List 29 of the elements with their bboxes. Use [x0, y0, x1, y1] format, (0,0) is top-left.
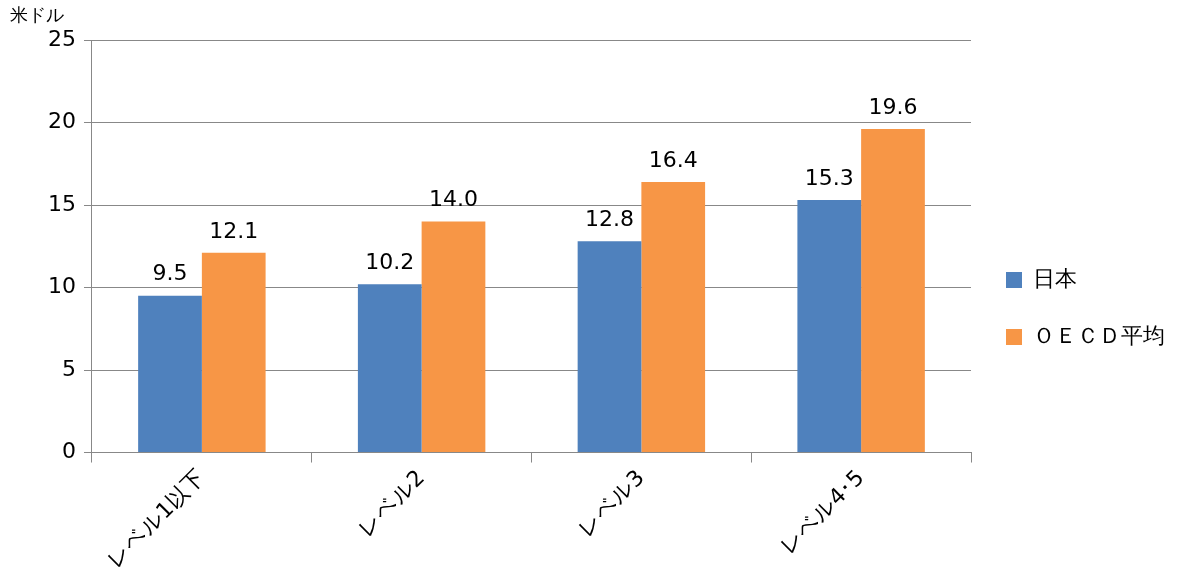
bar [201, 252, 266, 453]
data-label: 12.1 [209, 217, 259, 243]
y-axis-title: 米ドル [10, 3, 64, 25]
legend-label: ＯＥＣＤ平均 [1033, 322, 1165, 348]
x-tick-label: レベル1以下 [101, 464, 210, 573]
bar [861, 129, 925, 453]
x-tick-label: レベル3 [572, 464, 649, 542]
data-label: 16.4 [648, 146, 698, 172]
x-tick-label: レベル4･5 [774, 464, 869, 559]
x-tick-label: レベル2 [352, 464, 430, 542]
data-label: 15.3 [804, 164, 854, 190]
y-tick-label: 25 [47, 25, 76, 51]
y-tick-label: 5 [61, 355, 76, 381]
data-label: 12.8 [585, 206, 634, 232]
bar [138, 295, 202, 453]
data-label: 14.0 [428, 186, 478, 212]
bar [797, 200, 862, 453]
y-tick-label: 20 [47, 108, 76, 134]
legend-label: 日本 [1033, 265, 1077, 291]
y-tick-label: 15 [47, 190, 76, 216]
y-tick-label: 10 [47, 273, 76, 299]
data-label: 19.6 [868, 93, 918, 119]
bar [357, 284, 422, 453]
data-label: 10.2 [365, 248, 415, 274]
bar [641, 181, 706, 453]
data-label: 9.5 [152, 260, 188, 286]
y-tick-label: 0 [61, 438, 76, 464]
bar [421, 221, 486, 453]
bar [577, 241, 642, 453]
